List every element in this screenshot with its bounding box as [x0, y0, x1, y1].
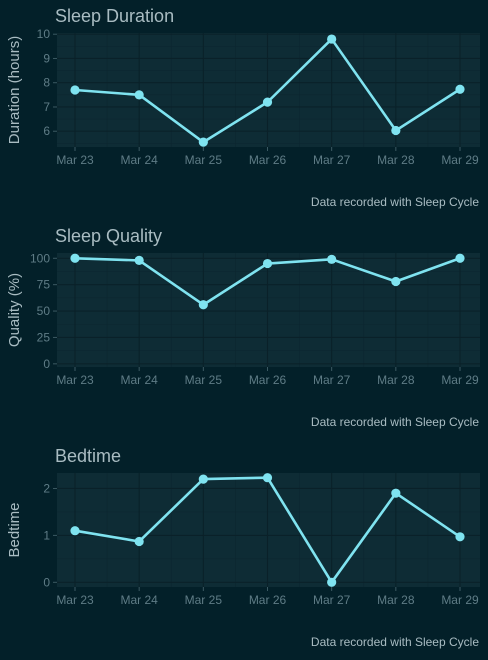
- plot-panel: [57, 473, 480, 587]
- data-point: [134, 536, 144, 547]
- data-point: [134, 255, 144, 265]
- x-tick-label: Mar 29: [441, 593, 479, 607]
- y-tick-label: 100: [30, 251, 50, 265]
- y-tick-label: 9: [43, 51, 50, 65]
- data-point: [70, 85, 80, 95]
- chart-2: Sleep Quality 0 25 50 75 100 Mar 23 Mar 24 Mar 2…: [6, 226, 480, 429]
- plot-panel: [57, 253, 480, 367]
- data-point: [327, 254, 337, 264]
- data-point: [198, 474, 208, 484]
- y-tick-label: 25: [37, 330, 51, 344]
- x-tick-label: Mar 23: [56, 373, 94, 387]
- y-axis-label: Quality (%): [6, 273, 23, 347]
- data-point: [134, 90, 144, 100]
- data-point: [70, 526, 80, 536]
- x-tick-label: Mar 23: [56, 153, 94, 167]
- x-tick-label: Mar 27: [313, 153, 351, 167]
- y-tick-label: 6: [43, 124, 50, 138]
- x-tick-label: Mar 28: [377, 373, 415, 387]
- chart-caption: Data recorded with Sleep Cycle: [311, 195, 479, 209]
- x-tick-label: Mar 25: [185, 593, 223, 607]
- data-point: [455, 532, 465, 542]
- y-tick-label: 75: [37, 278, 51, 292]
- y-axis-label: Duration (hours): [6, 36, 23, 144]
- chart-1: Sleep Duration 6 7 8 9 10 Mar 23 Mar 24 Mar 25 Ma…: [6, 6, 480, 209]
- x-tick-label: Mar 25: [185, 373, 223, 387]
- y-tick-label: 0: [43, 575, 50, 589]
- x-tick-label: Mar 26: [249, 593, 287, 607]
- chart-3: Bedtime 0 1 2 Mar 23 Mar 24 Mar 25 Mar 26 Mar 27…: [6, 446, 480, 649]
- x-tick-label: Mar 28: [377, 593, 415, 607]
- data-point: [262, 473, 273, 483]
- data-point: [327, 577, 337, 587]
- chart-caption: Data recorded with Sleep Cycle: [311, 635, 479, 649]
- y-tick-label: 50: [37, 304, 51, 318]
- data-point: [455, 253, 465, 263]
- data-point: [455, 84, 465, 94]
- y-tick-label: 8: [43, 76, 50, 90]
- chart-title: Sleep Duration: [55, 6, 174, 26]
- data-point: [70, 253, 80, 263]
- x-tick-label: Mar 24: [120, 593, 158, 607]
- x-tick-label: Mar 27: [313, 373, 351, 387]
- y-tick-label: 1: [43, 528, 50, 542]
- chart-title: Bedtime: [55, 446, 121, 466]
- data-point: [262, 258, 273, 269]
- y-tick-label: 7: [43, 100, 50, 114]
- y-tick-label: 2: [43, 481, 50, 495]
- chart-caption: Data recorded with Sleep Cycle: [311, 415, 479, 429]
- x-tick-label: Mar 26: [249, 153, 287, 167]
- y-tick-label: 0: [43, 357, 50, 371]
- data-point: [198, 137, 208, 147]
- x-tick-label: Mar 24: [120, 373, 158, 387]
- x-tick-label: Mar 29: [441, 153, 479, 167]
- data-point: [391, 125, 401, 136]
- x-tick-label: Mar 26: [249, 373, 287, 387]
- data-point: [391, 276, 401, 287]
- y-axis-label: Bedtime: [6, 502, 23, 557]
- data-point: [391, 488, 401, 498]
- x-tick-label: Mar 27: [313, 593, 351, 607]
- x-tick-label: Mar 25: [185, 153, 223, 167]
- x-tick-label: Mar 28: [377, 153, 415, 167]
- x-tick-label: Mar 29: [441, 373, 479, 387]
- x-tick-label: Mar 24: [120, 153, 158, 167]
- plot-panel: [57, 33, 480, 147]
- y-tick-label: 10: [37, 27, 51, 41]
- chart-title: Sleep Quality: [55, 226, 162, 246]
- x-tick-label: Mar 23: [56, 593, 94, 607]
- data-point: [327, 34, 337, 44]
- data-point: [198, 300, 208, 310]
- data-point: [262, 97, 273, 107]
